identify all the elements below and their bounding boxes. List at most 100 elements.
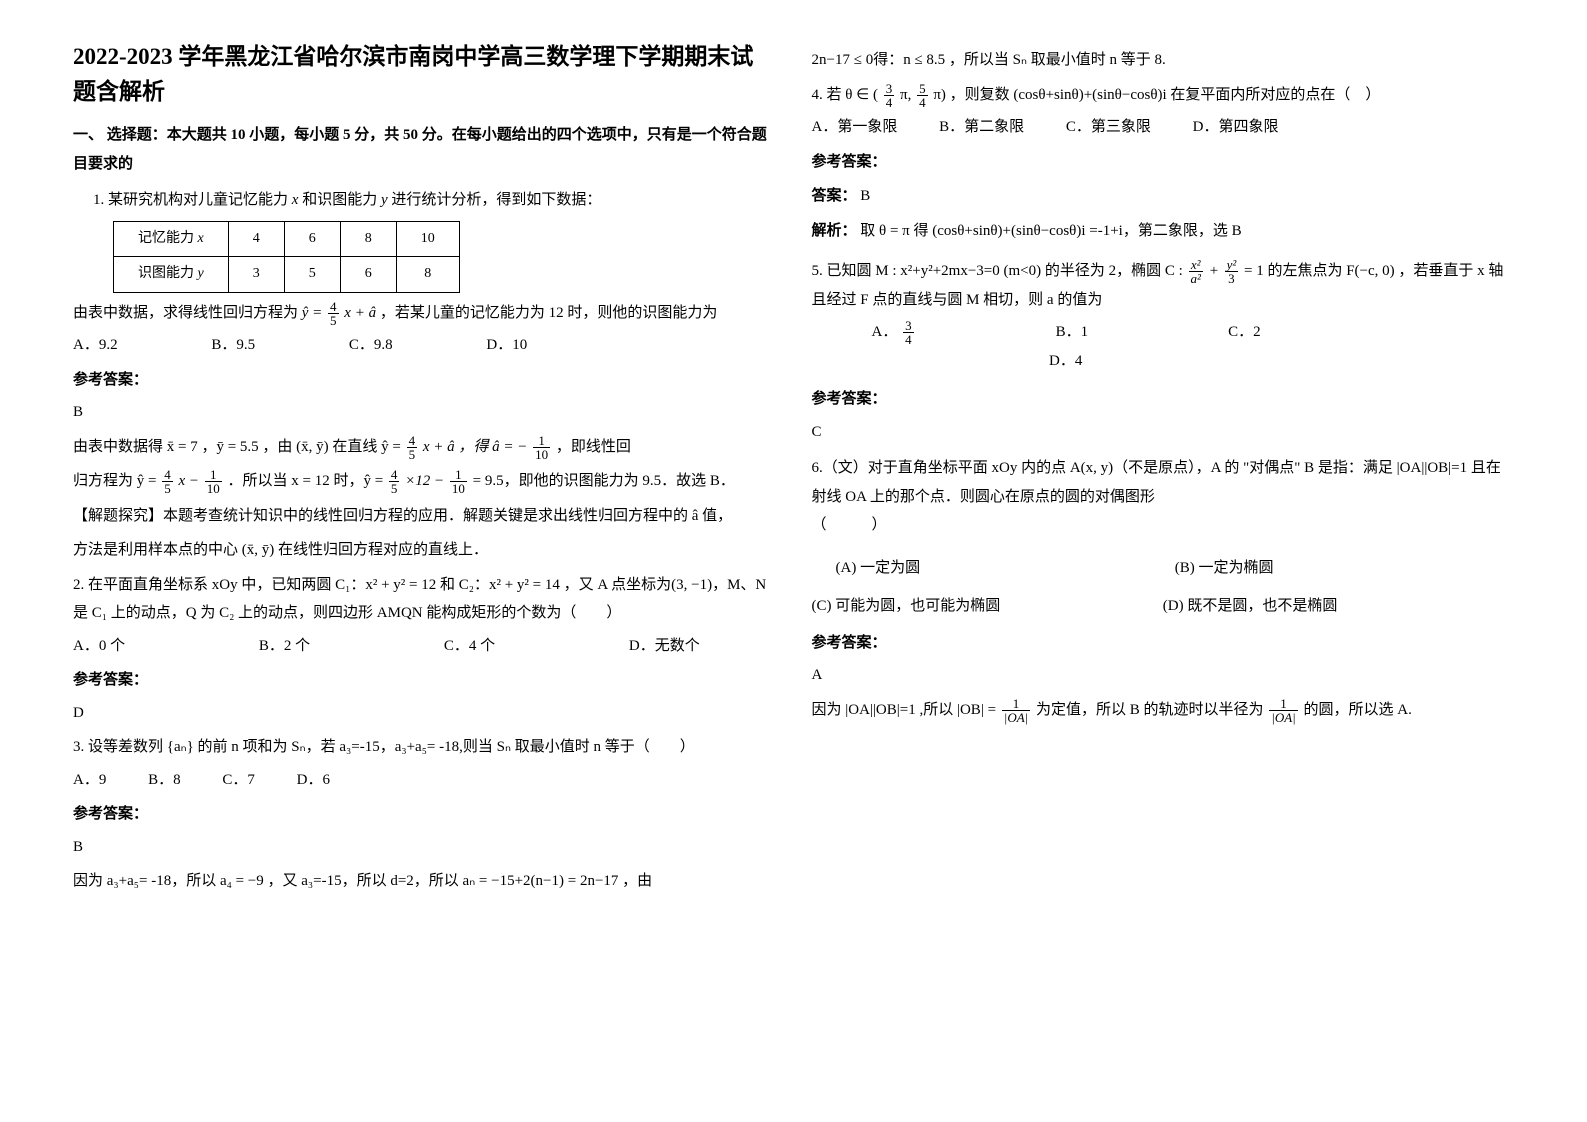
q1-var-y: y bbox=[381, 192, 388, 208]
section-1-heading: 一、 选择题：本大题共 10 小题，每小题 5 分，共 50 分。在每小题给出的… bbox=[73, 121, 776, 178]
plus: + bbox=[1209, 263, 1223, 279]
text: ×12 − bbox=[405, 473, 448, 489]
eq: x + â bbox=[344, 305, 376, 321]
left-column: 2022-2023 学年黑龙江省哈尔滨市南岗中学高三数学理下学期期末试题含解析 … bbox=[55, 40, 794, 1082]
fraction: y²3 bbox=[1225, 258, 1239, 285]
num: 3 bbox=[884, 82, 895, 96]
ans-label: 答案： bbox=[812, 188, 857, 204]
text: 为定值，所以 B 的轨迹时以半径为 bbox=[1036, 702, 1267, 718]
value: 12 bbox=[549, 305, 564, 321]
num: 1 bbox=[450, 468, 467, 482]
den: |OA| bbox=[1002, 711, 1030, 724]
num: 4 bbox=[328, 300, 339, 314]
q4-stem: 4. 若 θ ∈ ( 34 π, 54 π) ，则复数 (cosθ+sinθ)+… bbox=[812, 81, 1515, 110]
den: 4 bbox=[917, 96, 928, 109]
opt-b: B．第二象限 bbox=[939, 119, 1024, 135]
label-var: y bbox=[198, 266, 204, 281]
right-column: 2n−17 ≤ 0得：n ≤ 8.5 ，所以当 Sₙ 取最小值时 n 等于 8.… bbox=[794, 40, 1533, 1082]
fraction: 1|OA| bbox=[1002, 697, 1030, 724]
opt-label: A． bbox=[872, 324, 898, 340]
q1-answer: B bbox=[73, 398, 776, 427]
q3-answer: B bbox=[73, 833, 776, 862]
text: x + â ，得 â = − bbox=[423, 439, 528, 455]
opt-d: D．6 bbox=[297, 772, 330, 788]
q2-stem: 2. 在平面直角坐标系 xOy 中，已知两圆 C₁：x² + y² = 12 和… bbox=[73, 571, 776, 628]
opt-a: (A) 一定为圆 bbox=[812, 554, 1175, 583]
text: 时，则他的识图能力为 bbox=[567, 305, 717, 321]
q4-options: A．第一象限 B．第二象限 C．第三象限 D．第四象限 bbox=[812, 113, 1515, 142]
opt-c: C．7 bbox=[222, 772, 255, 788]
page-title: 2022-2023 学年黑龙江省哈尔滨市南岗中学高三数学理下学期期末试题含解析 bbox=[73, 40, 776, 109]
num: y² bbox=[1225, 258, 1239, 272]
text: 5. 已知圆 M : x²+y²+2mx−3=0 (m<0) 的半径为 2，椭圆… bbox=[812, 263, 1187, 279]
den: a² bbox=[1189, 272, 1203, 285]
opt-d: D．第四象限 bbox=[1193, 119, 1279, 135]
num: 1 bbox=[1269, 697, 1297, 711]
q1-ref: 参考答案： bbox=[73, 366, 776, 395]
q1-stem: 1. 某研究机构对儿童记忆能力 x 和识图能力 y 进行统计分析，得到如下数据： bbox=[93, 186, 776, 215]
q3-stem: 3. 设等差数列 {aₙ} 的前 n 项和为 Sₙ，若 a₃=-15，a₃+a₅… bbox=[73, 733, 776, 762]
opt-c: C．第三象限 bbox=[1066, 119, 1151, 135]
opt-c: C．9.8 bbox=[349, 337, 393, 353]
q2-ref: 参考答案： bbox=[73, 666, 776, 695]
opt-a: A．9 bbox=[73, 772, 106, 788]
eq: ŷ = bbox=[302, 305, 326, 321]
cell: 8 bbox=[396, 257, 459, 293]
fraction: 45 bbox=[162, 468, 173, 495]
cell: 3 bbox=[228, 257, 284, 293]
fraction: 34 bbox=[903, 319, 914, 346]
opt-b: B．1 bbox=[1056, 318, 1089, 347]
fraction: 54 bbox=[917, 82, 928, 109]
fraction: 1|OA| bbox=[1269, 697, 1297, 724]
den: |OA| bbox=[1269, 711, 1297, 724]
label-var: x bbox=[198, 231, 204, 246]
label-text: 记忆能力 bbox=[138, 231, 194, 246]
fraction: 110 bbox=[205, 468, 222, 495]
text: = 9.5，即他的识图能力为 9.5．故选 B． bbox=[473, 473, 735, 489]
q1-stem-a: 1. 某研究机构对儿童记忆能力 bbox=[93, 192, 288, 208]
q1-stem-c: 进行统计分析，得到如下数据： bbox=[391, 192, 601, 208]
row-label: 记忆能力 x bbox=[114, 221, 229, 257]
table-row: 记忆能力 x 4 6 8 10 bbox=[114, 221, 460, 257]
cell: 10 bbox=[396, 221, 459, 257]
fraction: 45 bbox=[328, 300, 339, 327]
q1-note: 【解题探究】本题考查统计知识中的线性回归方程的应用．解题关键是求出线性归回方程中… bbox=[73, 502, 776, 531]
den: 5 bbox=[328, 314, 339, 327]
opt-b: (B) 一定为椭圆 bbox=[1175, 554, 1514, 583]
q1-sol-line2: 归方程为 ŷ = 45 x − 110 ．所以当 x = 12 时，ŷ = 45… bbox=[73, 467, 776, 496]
text: 归方程为 ŷ = bbox=[73, 473, 160, 489]
opt-b: B．8 bbox=[148, 772, 181, 788]
opt-d: D．10 bbox=[486, 337, 527, 353]
den: 10 bbox=[533, 448, 550, 461]
q1-note2: 方法是利用样本点的中心 (x̄, ȳ) 在线性归回方程对应的直线上． bbox=[73, 536, 776, 565]
den: 10 bbox=[450, 482, 467, 495]
fraction: 45 bbox=[389, 468, 400, 495]
opt-d: D．无数个 bbox=[629, 638, 700, 654]
text: 由表中数据，求得线性回归方程为 bbox=[73, 305, 298, 321]
text: π, bbox=[900, 87, 915, 103]
fraction: 45 bbox=[407, 434, 418, 461]
row-label: 识图能力 y bbox=[114, 257, 229, 293]
q5-options-row1: A． 34 B．1 C．2 bbox=[872, 318, 1515, 347]
fraction: 34 bbox=[884, 82, 895, 109]
num: 1 bbox=[1002, 697, 1030, 711]
num: 5 bbox=[917, 82, 928, 96]
fraction: 110 bbox=[450, 468, 467, 495]
q5-ref: 参考答案： bbox=[812, 385, 1515, 414]
opt-a: A． 34 bbox=[872, 318, 916, 347]
opt-a: A．9.2 bbox=[73, 337, 118, 353]
den: 10 bbox=[205, 482, 222, 495]
text: ，若某儿童的记忆能力为 bbox=[380, 305, 545, 321]
text: 由表中数据得 x̄ = 7 ，ȳ = 5.5 ，由 (x̄, ȳ) 在直线 ŷ … bbox=[73, 439, 405, 455]
text: 的圆，所以选 A. bbox=[1304, 702, 1412, 718]
num: x² bbox=[1189, 258, 1203, 272]
opt-c: C．2 bbox=[1228, 318, 1261, 347]
q3-sol-cont: 2n−17 ≤ 0得：n ≤ 8.5 ，所以当 Sₙ 取最小值时 n 等于 8. bbox=[812, 46, 1515, 75]
q1-options: A．9.2 B．9.5 C．9.8 D．10 bbox=[73, 331, 776, 360]
cell: 5 bbox=[284, 257, 340, 293]
q4-sol: 取 θ = π 得 (cosθ+sinθ)+(sinθ−cosθ)i =-1+i… bbox=[860, 223, 1241, 239]
q3-options: A．9 B．8 C．7 D．6 bbox=[73, 766, 776, 795]
text: ，即线性回 bbox=[556, 439, 631, 455]
q2-answer: D bbox=[73, 699, 776, 728]
opt-c: C．4 个 bbox=[444, 638, 495, 654]
